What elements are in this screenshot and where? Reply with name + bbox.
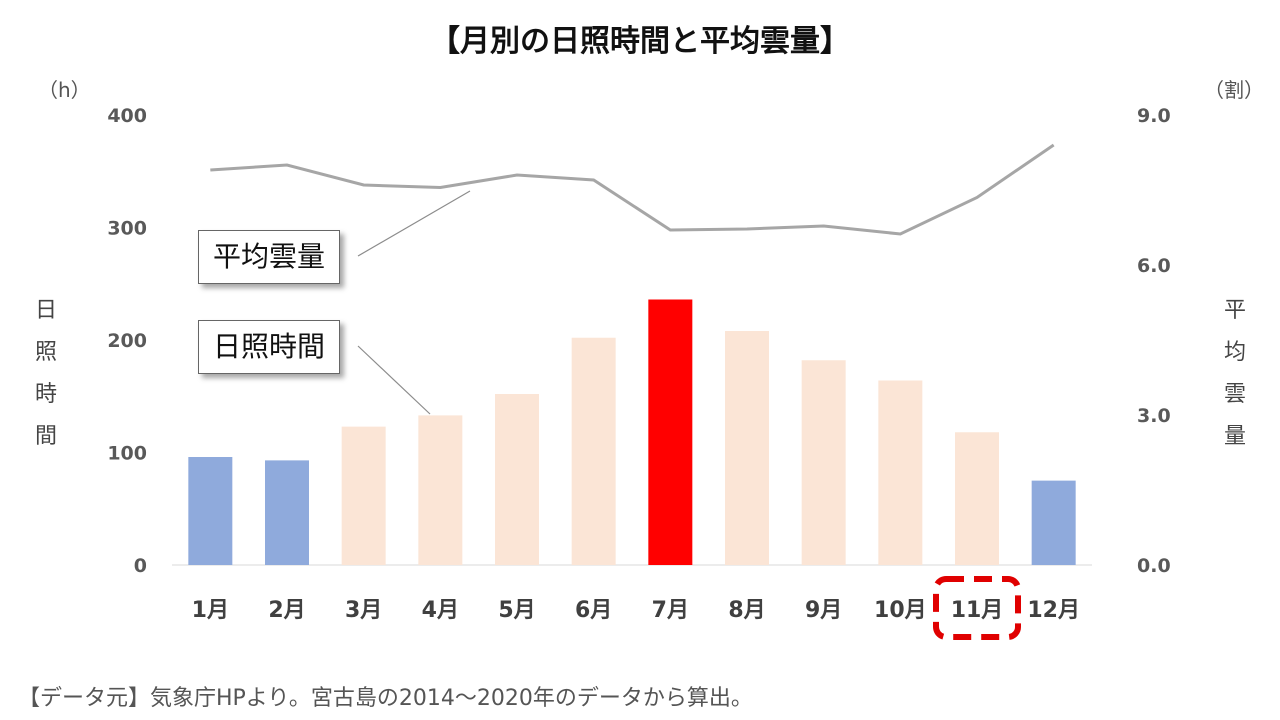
right-axis-label-char: 平 (1223, 298, 1246, 323)
sunshine-bar (341, 426, 386, 565)
right-axis-unit: （割） (1204, 78, 1264, 102)
sunshine-callout-leader (357, 345, 431, 415)
sunshine-bar (265, 460, 309, 565)
left-axis-label-char: 照 (34, 340, 57, 365)
sunshine-bar (725, 331, 769, 565)
cloud-cover-line (210, 143, 1055, 236)
right-axis-label: 平 均 雲 量 (1220, 290, 1250, 458)
category-label: 11月 (951, 598, 1004, 623)
right-axis-label-char: 雲 (1223, 382, 1246, 407)
sunshine-bar (571, 337, 616, 565)
category-label: 9月 (805, 598, 842, 623)
left-axis-unit: （h） (38, 78, 91, 102)
left-axis-label-char: 日 (34, 298, 57, 323)
category-label: 2月 (268, 598, 305, 623)
right-axis-label-char: 均 (1223, 340, 1246, 365)
sunshine-bar (1031, 480, 1076, 565)
right-tick-label: 3.0 (1137, 405, 1171, 427)
left-axis-label-char: 間 (34, 424, 57, 449)
category-label: 10月 (874, 598, 927, 623)
chart-title: 【月別の日照時間と平均雲量】 (430, 24, 850, 59)
sunshine-bar (648, 299, 693, 565)
sunshine-callout: 日照時間 (198, 320, 341, 374)
right-tick-label: 0.0 (1137, 555, 1171, 577)
highlight-box (933, 576, 1021, 640)
left-tick-label: 200 (107, 330, 147, 352)
cloud-callout-leader (357, 190, 471, 257)
category-label: 12月 (1027, 598, 1080, 623)
category-label: 1月 (192, 598, 229, 623)
left-tick-label: 300 (107, 218, 147, 240)
left-tick-label: 100 (107, 443, 147, 465)
right-tick-label: 6.0 (1137, 255, 1171, 277)
category-label: 3月 (345, 598, 382, 623)
sunshine-bar (955, 432, 999, 565)
category-label: 5月 (498, 598, 535, 623)
left-axis-label: 日 照 時 間 (31, 290, 61, 458)
sunshine-bar (188, 457, 233, 565)
left-axis-label-char: 時 (34, 382, 57, 407)
category-label: 8月 (728, 598, 765, 623)
sunshine-bar (801, 360, 846, 565)
category-label: 4月 (422, 598, 459, 623)
category-label: 6月 (575, 598, 612, 623)
left-tick-label: 0 (134, 555, 147, 577)
category-label: 7月 (652, 598, 689, 623)
sunshine-bar (495, 394, 539, 565)
sunshine-bar (418, 415, 463, 565)
sunshine-bar (878, 380, 923, 565)
cloud-callout: 平均雲量 (198, 230, 341, 284)
data-source-note: 【データ元】気象庁HPより。宮古島の2014～2020年のデータから算出。 (18, 686, 753, 711)
left-tick-label: 400 (107, 105, 147, 127)
right-tick-label: 9.0 (1137, 105, 1171, 127)
right-axis-label-char: 量 (1223, 424, 1246, 449)
